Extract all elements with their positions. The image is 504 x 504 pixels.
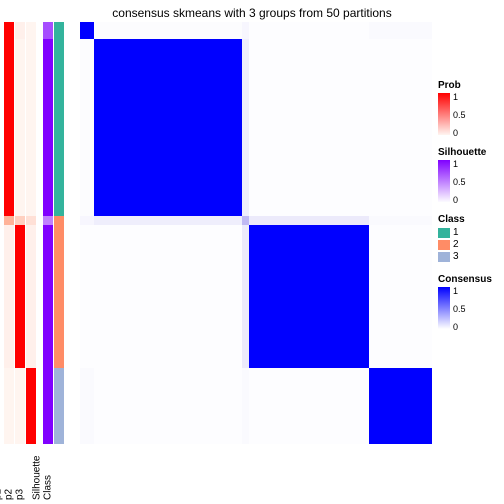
heatmap-cell xyxy=(242,368,249,444)
heatmap-cell xyxy=(369,216,432,224)
heatmap-cell xyxy=(94,368,242,444)
heatmap-cell xyxy=(249,22,369,39)
legend-consensus: Consensus10.50 xyxy=(438,274,500,329)
legend-silhouette: Silhouette10.50 xyxy=(438,147,500,202)
heatmap-cell xyxy=(94,216,242,224)
heatmap-cell xyxy=(249,368,369,444)
annot-p2 xyxy=(15,22,25,444)
heatmap-cell xyxy=(80,39,94,216)
heatmap-cell xyxy=(242,216,249,224)
heatmap-cell xyxy=(242,22,249,39)
legends-panel: Prob10.50 Silhouette10.50 Class123 Consensu… xyxy=(438,80,500,341)
heatmap-cell xyxy=(242,39,249,216)
heatmap-cell xyxy=(369,225,432,368)
heatmap-cell xyxy=(369,368,432,444)
heatmap-cell xyxy=(242,225,249,368)
annot-p1 xyxy=(4,22,14,444)
heatmap-cell xyxy=(249,216,369,224)
annot-p3 xyxy=(26,22,36,444)
heatmap-cell xyxy=(94,22,242,39)
heatmap-cell xyxy=(94,39,242,216)
annot-Class xyxy=(54,22,64,444)
page-title: consensus skmeans with 3 groups from 50 … xyxy=(0,6,504,20)
heatmap-cell xyxy=(369,39,432,216)
heatmap-cell xyxy=(249,39,369,216)
label-Class: Class xyxy=(54,446,64,500)
row-annotations xyxy=(4,22,74,444)
heatmap-cell xyxy=(80,225,94,368)
heatmap-cell xyxy=(249,225,369,368)
consensus-heatmap xyxy=(80,22,432,444)
heatmap-cell xyxy=(80,216,94,224)
legend-prob: Prob10.50 xyxy=(438,80,500,135)
heatmap-cell xyxy=(94,225,242,368)
heatmap-cell xyxy=(80,22,94,39)
annot-Silhouette xyxy=(43,22,53,444)
legend-class: Class123 xyxy=(438,214,500,262)
heatmap-cell xyxy=(80,368,94,444)
annotation-labels: p1p2p3SilhouetteClass xyxy=(4,446,65,500)
heatmap-cell xyxy=(369,22,432,39)
